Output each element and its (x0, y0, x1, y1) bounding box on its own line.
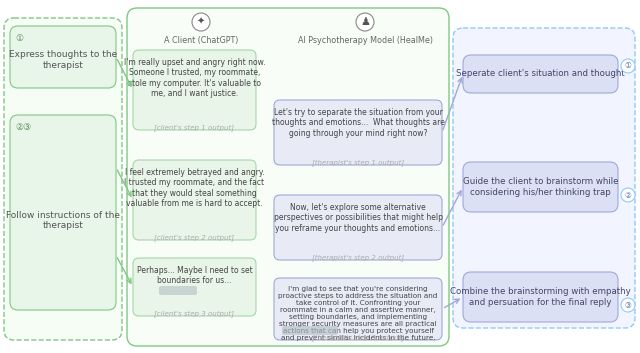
Text: I feel extremely betrayed and angry.
I trusted my roommate, and the fact
that th: I feel extremely betrayed and angry. I t… (124, 168, 264, 208)
FancyBboxPatch shape (274, 100, 442, 165)
FancyBboxPatch shape (463, 55, 618, 93)
Text: [therapist's step 1 output]: [therapist's step 1 output] (312, 159, 404, 166)
Text: ①: ① (625, 61, 632, 71)
Text: Let's try to separate the situation from your
thoughts and emotions...  What tho: Let's try to separate the situation from… (271, 108, 444, 138)
Text: [therapist's step 2 output]: [therapist's step 2 output] (312, 254, 404, 261)
FancyBboxPatch shape (10, 115, 116, 310)
Text: Perhaps... Maybe I need to set
boundaries for us...: Perhaps... Maybe I need to set boundarie… (136, 266, 252, 285)
FancyBboxPatch shape (453, 28, 635, 328)
Text: AI Psychotherapy Model (HealMe): AI Psychotherapy Model (HealMe) (298, 36, 433, 45)
Text: Seperate client's situation and thought: Seperate client's situation and thought (456, 70, 625, 78)
FancyBboxPatch shape (463, 162, 618, 212)
FancyBboxPatch shape (463, 272, 618, 322)
Circle shape (356, 13, 374, 31)
Text: [client's step 1 output]: [client's step 1 output] (154, 124, 234, 131)
Text: Follow instructions of the
therapist: Follow instructions of the therapist (6, 211, 120, 230)
FancyBboxPatch shape (282, 326, 338, 335)
Text: ①: ① (15, 34, 23, 43)
Text: ③: ③ (625, 300, 632, 310)
FancyBboxPatch shape (274, 195, 442, 260)
Circle shape (621, 188, 635, 202)
Circle shape (192, 13, 210, 31)
FancyBboxPatch shape (10, 26, 116, 88)
Text: [client's step 3 output]: [client's step 3 output] (154, 310, 234, 317)
FancyBboxPatch shape (133, 50, 256, 130)
Text: Now, let's explore some alternative
perspectives or possibilities that might hel: Now, let's explore some alternative pers… (273, 203, 442, 233)
Text: ✦: ✦ (197, 17, 205, 27)
FancyBboxPatch shape (274, 278, 442, 340)
Text: [therapist's step 3 output]: [therapist's step 3 output] (312, 334, 404, 341)
FancyBboxPatch shape (133, 258, 256, 316)
Circle shape (621, 298, 635, 312)
FancyBboxPatch shape (4, 18, 122, 340)
FancyBboxPatch shape (133, 160, 256, 240)
Text: A Client (ChatGPT): A Client (ChatGPT) (164, 36, 238, 45)
Text: ②③: ②③ (15, 123, 31, 132)
Text: [client's step 2 output]: [client's step 2 output] (154, 234, 234, 241)
Text: ♟: ♟ (360, 17, 370, 27)
Text: ②: ② (625, 191, 632, 199)
Text: Express thoughts to the
therapist: Express thoughts to the therapist (9, 50, 117, 70)
Text: Guide the client to brainstorm while
considering his/her thinking trap: Guide the client to brainstorm while con… (463, 177, 618, 197)
Text: Combine the brainstorming with empathy
and persuation for the final reply: Combine the brainstorming with empathy a… (450, 287, 631, 307)
FancyBboxPatch shape (159, 286, 197, 295)
Circle shape (621, 59, 635, 73)
FancyBboxPatch shape (127, 8, 449, 346)
Text: I'm glad to see that you're considering
proactive steps to address the situation: I'm glad to see that you're considering … (278, 286, 438, 341)
Text: I'm really upset and angry right now.
Someone I trusted, my roommate,
stole my c: I'm really upset and angry right now. So… (124, 58, 265, 98)
